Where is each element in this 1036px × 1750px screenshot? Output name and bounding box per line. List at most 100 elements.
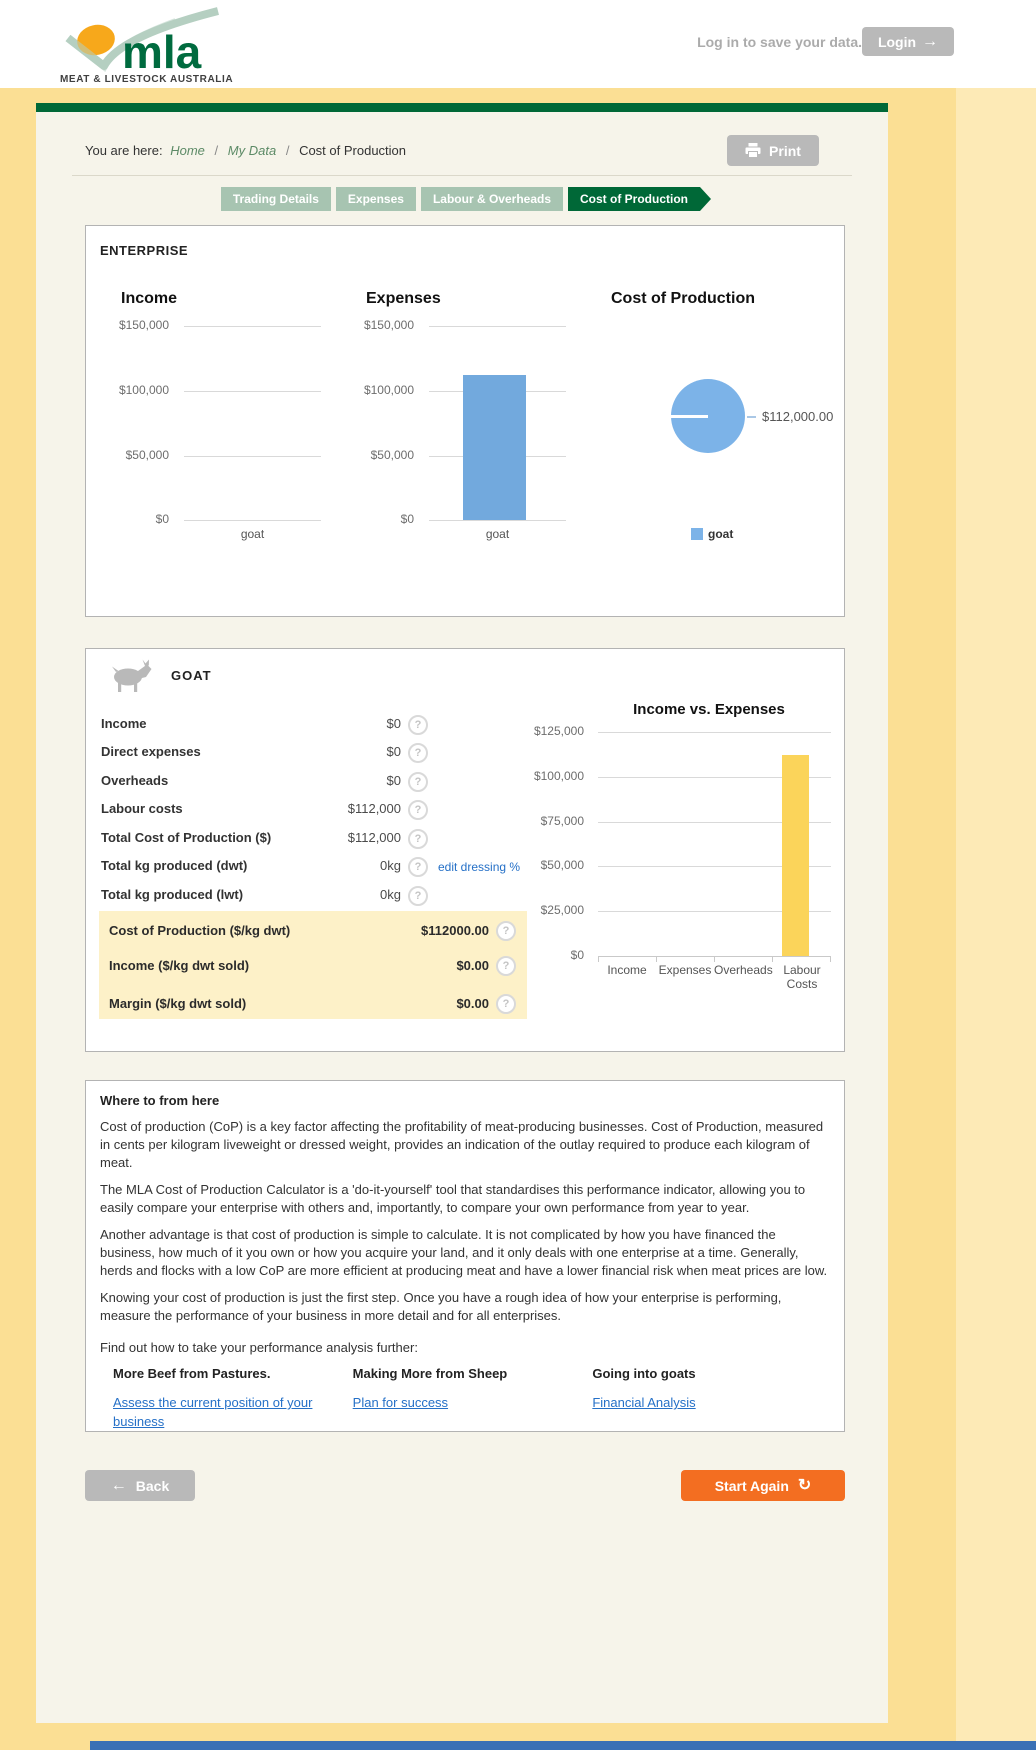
expenses-ytick: $150,000 [363,318,414,332]
logo-subtext: MEAT & LIVESTOCK AUSTRALIA [60,74,234,85]
goat-icon [109,659,155,698]
arrow-right-icon: → [922,32,939,50]
goats-financial-link[interactable]: Financial Analysis [592,1395,696,1410]
tab-cost-of-production[interactable]: Cost of Production [568,187,711,211]
ive-gridline [598,732,831,733]
where-columns: More Beef from Pastures. Assess the curr… [113,1366,832,1431]
help-icon[interactable]: ? [408,715,428,735]
income-xcategory: goat [240,527,265,541]
goat-panel: GOAT Income $0 ? Direct expenses $0 ? Over… [85,648,845,1052]
income-gridline [184,520,321,521]
ive-axis-tick [830,956,831,962]
help-icon[interactable]: ? [408,886,428,906]
breadcrumb-home-link[interactable]: Home [170,143,205,158]
print-button-label: Print [769,142,801,159]
enterprise-panel: ENTERPRISE Income $150,000 $100,000 $50,… [85,225,845,617]
help-icon[interactable]: ? [496,956,516,976]
help-icon[interactable]: ? [408,857,428,877]
mla-logo-icon: mla [65,7,219,78]
breadcrumb-divider [72,175,852,176]
tab-trading-details[interactable]: Trading Details [220,187,331,211]
ive-axis-tick [714,956,715,962]
back-button-label: Back [135,1477,170,1494]
help-icon[interactable]: ? [408,829,428,849]
expenses-bar [463,375,526,520]
where-paragraph: Cost of production (CoP) is a key factor… [100,1119,824,1170]
expenses-gridline [429,520,566,521]
login-prompt: Log in to save your data. [697,34,862,50]
income-ytick: $100,000 [118,383,169,397]
goat-row-total-cop: Total Cost of Production ($) $112,000 [101,830,401,845]
where-col-sheep: Making More from Sheep Plan for success [353,1366,593,1431]
where-paragraph: The MLA Cost of Production Calculator is… [100,1182,806,1215]
labour-costs-bar [782,755,809,956]
ive-xcategory-labour: Labour Costs [783,963,821,991]
ive-ytick: $75,000 [540,814,584,828]
start-again-button[interactable]: Start Again ↻ [681,1470,845,1501]
help-icon[interactable]: ? [408,743,428,763]
where-paragraph: Another advantage is that cost of produc… [100,1227,828,1278]
cop-legend-label: goat [708,527,734,541]
help-icon[interactable]: ? [408,800,428,820]
edit-dressing-link[interactable]: edit dressing % [438,860,521,874]
ive-ytick: $0 [570,948,584,962]
expenses-ytick: $50,000 [370,448,414,462]
ive-gridline [598,866,831,867]
breadcrumb: You are here: Home / My Data / Cost of P… [85,143,406,158]
goat-row-direct-expenses: Direct expenses $0 [101,744,401,759]
ive-ytick: $100,000 [533,769,584,783]
footer-bar [90,1741,1036,1750]
ive-axis-tick [772,956,773,962]
goat-row-labour-costs: Labour costs $112,000 [101,801,401,816]
tab-expenses[interactable]: Expenses [335,187,416,211]
breadcrumb-mydata-link[interactable]: My Data [227,143,277,158]
ive-plot [598,732,831,956]
goat-row-overheads: Overheads $0 [101,773,401,788]
ive-xcategory-expenses: Expenses [658,963,712,977]
login-button[interactable]: Login → [862,27,954,56]
ive-chart-title: Income vs. Expenses [633,701,785,718]
print-button[interactable]: Print [727,135,819,166]
goat-row-margin-per-kg: Margin ($/kg dwt sold) $0.00 [109,996,489,1011]
goat-row-kg-lwt: Total kg produced (lwt) 0kg [101,887,401,902]
breadcrumb-current: Cost of Production [299,143,407,158]
cop-pie-value: $112,000.00 [762,409,834,424]
back-button[interactable]: ← Back [85,1470,195,1501]
goat-row-kg-dwt: Total kg produced (dwt) 0kg [101,858,401,873]
ive-ytick: $125,000 [533,724,584,738]
start-again-label: Start Again [714,1477,789,1494]
arrow-left-icon: ← [110,1476,127,1494]
cop-pie-slice-edge [671,415,708,418]
where-paragraph: Knowing your cost of production is just … [100,1290,782,1323]
beef-assess-link[interactable]: Assess the current position of your busi… [113,1395,313,1429]
where-heading: Where to from here [100,1093,220,1108]
income-ytick: $0 [155,512,169,526]
expenses-ytick: $0 [400,512,414,526]
help-icon[interactable]: ? [496,921,516,941]
where-col-beef: More Beef from Pastures. Assess the curr… [113,1366,353,1431]
ive-axis-tick [598,956,599,962]
enterprise-title: ENTERPRISE [100,243,189,258]
breadcrumb-separator: / [214,143,219,158]
income-chart-title: Income [121,290,178,307]
breadcrumb-prefix: You are here: [85,143,163,158]
expenses-gridline [429,326,566,327]
tab-labour-overheads[interactable]: Labour & Overheads [420,187,563,211]
content-area: You are here: Home / My Data / Cost of P… [36,103,888,1723]
cop-pie-callout-line [747,416,756,418]
goat-row-income-per-kg: Income ($/kg dwt sold) $0.00 [109,958,489,973]
help-icon[interactable]: ? [496,994,516,1014]
income-gridline [184,456,321,457]
goat-row-income: Income $0 [101,716,401,731]
cop-legend-swatch [691,528,703,540]
where-panel: Where to from here Cost of production (C… [85,1080,845,1432]
ive-xcategory-overheads: Overheads [714,963,773,977]
printer-icon [745,143,761,158]
sheep-plan-link[interactable]: Plan for success [352,1395,449,1410]
mla-logo: mla [58,6,228,78]
where-col-heading: Going into goats [592,1366,696,1381]
where-col-heading: More Beef from Pastures. [113,1366,271,1381]
site-header: mla MEAT & LIVESTOCK AUSTRALIA Log in to… [0,0,1036,88]
help-icon[interactable]: ? [408,772,428,792]
